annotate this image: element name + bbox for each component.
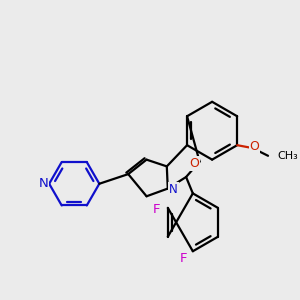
Text: N: N [169, 183, 178, 196]
Text: F: F [179, 253, 187, 266]
Text: N: N [38, 177, 48, 190]
Text: O: O [189, 157, 199, 170]
Text: O: O [250, 140, 260, 153]
Text: F: F [152, 203, 160, 216]
Text: CH₃: CH₃ [278, 151, 298, 161]
